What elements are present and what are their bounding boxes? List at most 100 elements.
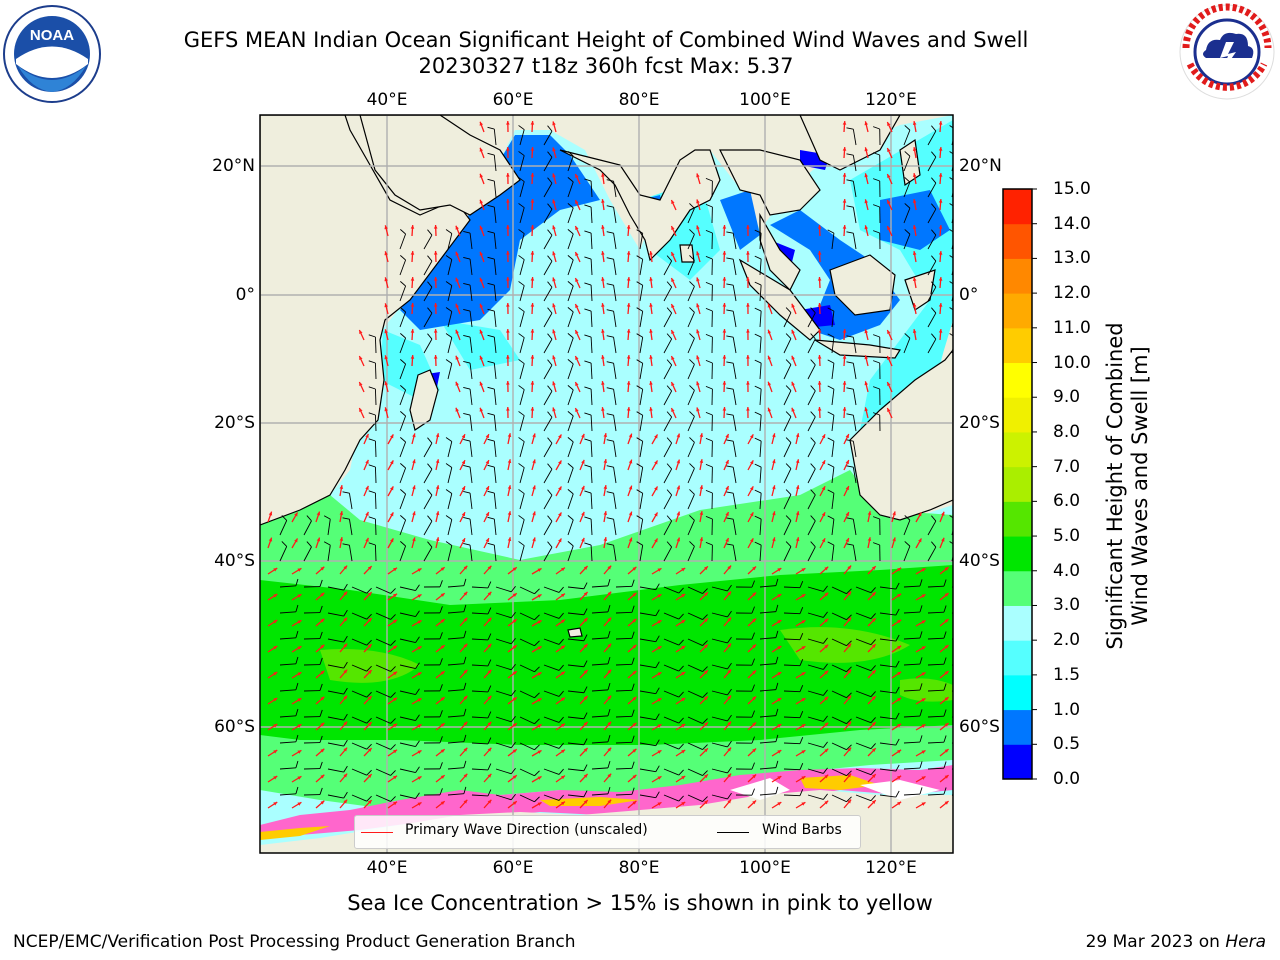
wave-direction-arrow: [746, 276, 750, 289]
wind-barb: [663, 586, 684, 594]
wave-direction-arrow: [435, 748, 446, 757]
wave-direction-arrow: [339, 565, 348, 575]
lon-tick-label: 60°E: [492, 858, 534, 878]
wave-direction-arrow: [915, 619, 926, 627]
wave-direction-arrow: [483, 591, 492, 601]
wind-barb: [518, 359, 525, 380]
wave-direction-arrow: [891, 593, 902, 601]
wave-direction-arrow: [363, 721, 373, 731]
wave-direction-arrow: [747, 460, 754, 471]
wave-direction-arrow: [267, 593, 278, 601]
wave-direction-arrow: [555, 645, 566, 653]
wind-barb: [487, 412, 497, 432]
wave-direction-arrow: [771, 749, 782, 757]
wave-direction-arrow: [411, 537, 416, 549]
kerguelen: [567, 627, 583, 638]
wave-direction-arrow: [459, 799, 468, 809]
wave-direction-arrow: [411, 645, 422, 653]
ocean-region: [720, 190, 760, 250]
wave-direction-arrow: [507, 592, 518, 601]
wind-barb: [663, 768, 684, 776]
wind-barb: [447, 682, 467, 692]
wind-barb: [726, 231, 737, 250]
wave-direction-arrow: [699, 773, 709, 783]
wave-direction-arrow: [867, 591, 877, 601]
wave-direction-arrow: [358, 407, 365, 419]
wave-direction-arrow: [939, 592, 949, 601]
wave-direction-arrow: [747, 774, 757, 783]
wind-barb: [543, 385, 553, 406]
wave-direction-arrow: [651, 801, 662, 809]
wave-direction-arrow: [267, 749, 278, 757]
lon-tick-label: 120°E: [865, 90, 917, 110]
wind-barb: [735, 658, 755, 666]
wind-barb: [487, 126, 497, 146]
wave-direction-arrow: [699, 695, 709, 705]
wind-barb: [351, 768, 372, 776]
wind-barb: [855, 716, 876, 724]
wave-direction-arrow: [555, 619, 566, 627]
wind-barb: [663, 638, 684, 646]
wave-direction-arrow: [435, 800, 446, 809]
wave-direction-arrow: [864, 355, 869, 367]
wind-barb: [903, 761, 923, 770]
wind-barb: [903, 229, 911, 250]
wind-barb: [711, 766, 732, 774]
wave-direction-arrow: [771, 619, 782, 627]
wave-direction-arrow: [746, 354, 750, 367]
wave-direction-arrow: [795, 619, 806, 627]
wave-direction-arrow: [363, 747, 373, 757]
wind-barb: [399, 437, 407, 458]
wind-barb: [927, 709, 947, 718]
wind-barb: [584, 464, 593, 484]
wind-barb: [827, 489, 835, 510]
wave-direction-arrow: [795, 671, 806, 679]
wave-direction-arrow: [651, 697, 662, 705]
wind-barb: [342, 517, 353, 536]
wave-direction-arrow: [649, 277, 653, 289]
wave-direction-arrow: [411, 433, 416, 445]
wind-barb: [519, 638, 540, 647]
wind-barb: [584, 204, 593, 224]
wave-direction-arrow: [603, 537, 608, 549]
wind-barb: [399, 541, 407, 562]
wind-barb: [279, 682, 299, 692]
wind-barb: [303, 631, 323, 640]
wave-direction-arrow: [507, 618, 518, 627]
wind-barb: [518, 541, 525, 562]
wind-barb: [783, 659, 804, 667]
wind-barb: [303, 579, 323, 588]
wind-barb: [471, 633, 492, 641]
wind-barb: [399, 610, 420, 617]
wind-barb: [903, 657, 923, 666]
wave-direction-arrow: [387, 512, 394, 523]
wave-direction-arrow: [817, 302, 822, 315]
wave-direction-arrow: [891, 749, 902, 757]
wind-barb: [726, 439, 737, 458]
wind-barb: [487, 204, 497, 224]
wave-direction-arrow: [579, 617, 589, 627]
wave-direction-arrow: [795, 537, 800, 549]
wind-barb: [783, 385, 792, 406]
wave-direction-arrow: [699, 485, 704, 497]
colorbar-tick-label: 3.0: [1053, 595, 1081, 616]
wave-direction-arrow: [795, 485, 800, 497]
wind-barb: [726, 465, 737, 484]
wind-barb: [399, 688, 420, 695]
wave-direction-arrow: [912, 121, 917, 133]
colorbar-tick-label: 8.0: [1053, 421, 1081, 442]
wind-barb: [327, 687, 348, 695]
wind-barb: [543, 638, 564, 645]
wind-barb: [447, 578, 467, 588]
wave-direction-arrow: [651, 460, 659, 471]
india: [559, 149, 721, 262]
wind-barb: [726, 517, 737, 536]
wave-direction-arrow: [746, 302, 750, 315]
wind-barb: [735, 710, 755, 718]
wind-barb: [687, 411, 695, 432]
wave-direction-arrow: [358, 381, 365, 393]
wave-direction-arrow: [433, 354, 438, 367]
wind-barb: [445, 437, 453, 458]
wave-direction-arrow: [675, 511, 681, 523]
wave-direction-arrow: [459, 669, 468, 679]
